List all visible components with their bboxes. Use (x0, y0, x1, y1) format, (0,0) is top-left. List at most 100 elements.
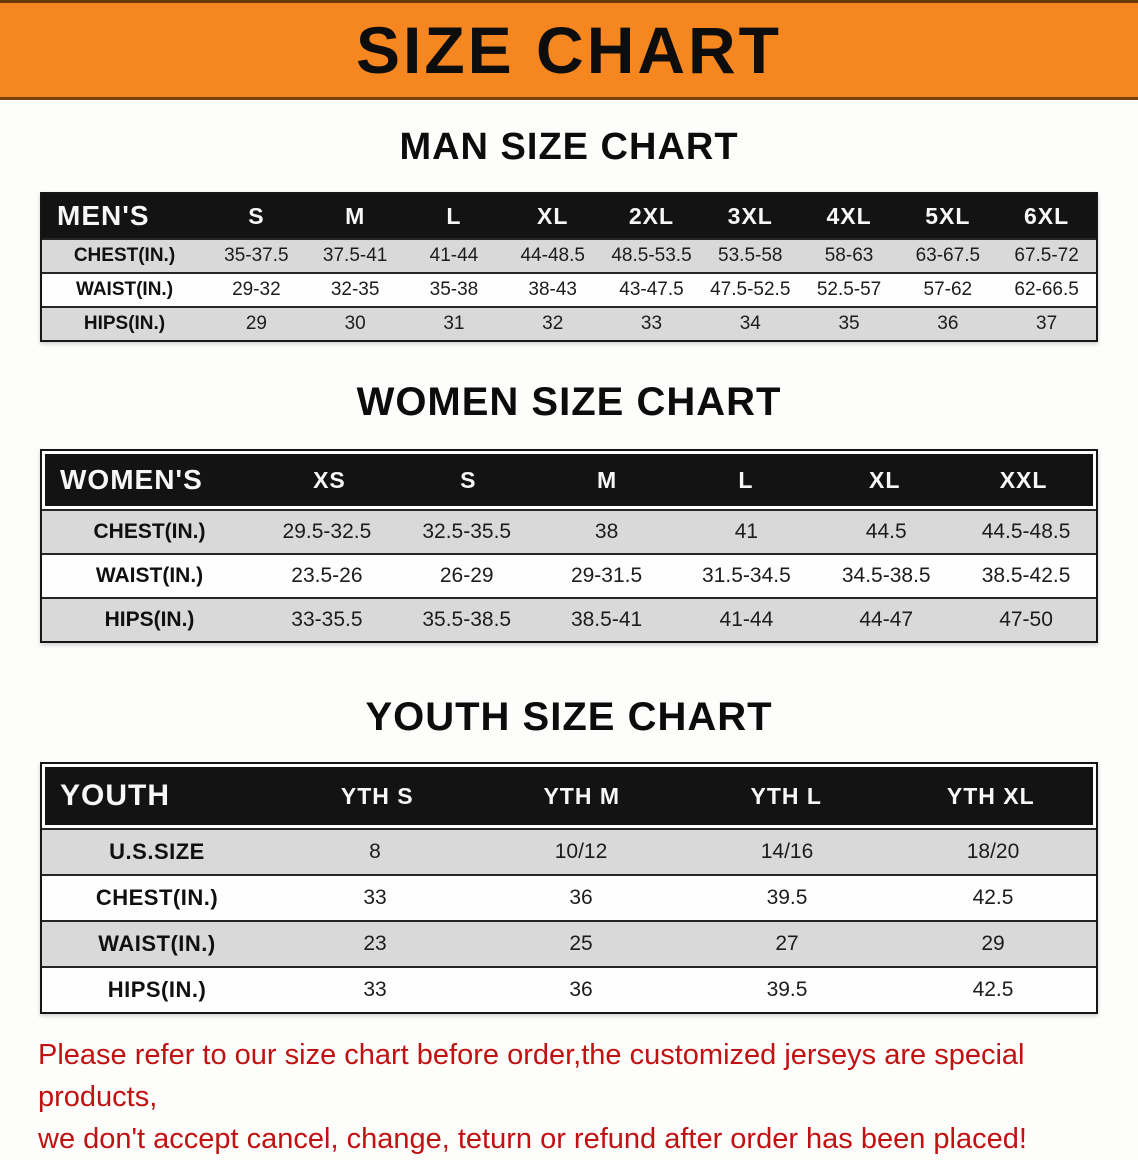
size-chart-sections: MAN SIZE CHART MEN'S S M L XL 2XL 3XL 4XL 5XL 6XL C… (0, 126, 1138, 1014)
size-value-cell: 52.5-57 (816, 279, 882, 300)
size-value-cell: 29.5-32.5 (282, 520, 372, 543)
size-value-cell: 25 (569, 932, 593, 955)
youth-size-header-cell: YTH L (750, 782, 822, 809)
size-value-cell: 33-35.5 (291, 608, 363, 631)
size-value-cell: 33 (640, 313, 663, 334)
men-size-section: MAN SIZE CHART MEN'S S M L XL 2XL 3XL 4XL 5XL 6XL C… (0, 126, 1138, 342)
men-section-heading: MAN SIZE CHART (399, 126, 739, 168)
women-size-header-cell: S (460, 466, 477, 493)
size-value-cell: 32.5-35.5 (422, 520, 512, 543)
men-size-table: MEN'S S M L XL 2XL 3XL 4XL 5XL 6XL CHEST(IN.) 35-37… (40, 192, 1098, 342)
women-table-header-row: WOMEN'S XS S M L XL XXL (45, 454, 1093, 506)
size-value-cell: 31.5-34.5 (702, 564, 791, 587)
row-label-cell: CHEST(IN.) (95, 885, 219, 910)
size-value-cell: 23 (363, 932, 387, 955)
disclaimer-line-2: we don't accept cancel, change, teturn o… (38, 1123, 1027, 1156)
women-size-header-cell: XL (869, 466, 901, 493)
men-table-row: WAIST(IN.) 29-32 32-35 35-38 38-43 43-47.5 47.… (42, 272, 1096, 306)
size-value-cell: 29 (981, 932, 1005, 955)
youth-section-heading: YOUTH SIZE CHART (365, 695, 773, 739)
size-value-cell: 23.5-26 (291, 564, 363, 587)
youth-size-header-cell: YTH S (340, 782, 414, 809)
women-table-title-cell: WOMEN'S (60, 464, 203, 495)
row-label-cell: WAIST(IN.) (95, 564, 204, 587)
men-table-row: CHEST(IN.) 35-37.5 37.5-41 41-44 44-48.5 48.5… (42, 238, 1096, 272)
women-section-heading: WOMEN SIZE CHART (356, 380, 782, 424)
row-label-cell: WAIST(IN.) (75, 279, 174, 300)
women-table-row: WAIST(IN.) 23.5-26 26-29 29-31.5 31.5-34.5 34… (42, 553, 1096, 597)
size-value-cell: 48.5-53.5 (611, 245, 692, 266)
size-value-cell: 26-29 (439, 564, 494, 587)
men-table-header-row: MEN'S S M L XL 2XL 3XL 4XL 5XL 6XL (42, 194, 1096, 238)
men-table-row: HIPS(IN.) 29 30 31 32 33 34 35 36 37 (42, 306, 1096, 340)
size-value-cell: 35.5-38.5 (422, 608, 512, 631)
women-size-section: WOMEN SIZE CHART WOMEN'S XS S M L XL XXL CHEST(I… (0, 380, 1138, 643)
men-size-header-cell: 3XL (727, 202, 773, 229)
size-value-cell: 44-47 (859, 608, 914, 631)
size-value-cell: 33 (363, 978, 387, 1001)
size-value-cell: 67.5-72 (1014, 245, 1079, 266)
women-size-table: WOMEN'S XS S M L XL XXL CHEST(IN.) 29.5-32.5 32.5… (40, 449, 1098, 643)
men-size-header-cell: L (446, 202, 462, 229)
size-value-cell: 44.5-48.5 (981, 520, 1071, 543)
size-value-cell: 18/20 (966, 840, 1020, 863)
size-value-cell: 41-44 (719, 608, 774, 631)
size-value-cell: 29-32 (232, 279, 281, 300)
size-value-cell: 44.5 (865, 520, 907, 543)
youth-size-section: YOUTH SIZE CHART YOUTH YTH S YTH M YTH L YTH … (0, 695, 1138, 1014)
men-table-title-cell: MEN'S (57, 200, 150, 231)
youth-table-row: U.S.SIZE 8 10/12 14/16 18/20 (42, 828, 1096, 874)
size-value-cell: 8 (369, 840, 381, 863)
youth-table-row: HIPS(IN.) 33 36 39.5 42.5 (42, 966, 1096, 1012)
disclaimer-line-1: Please refer to our size chart before or… (38, 1039, 1025, 1114)
size-value-cell: 42.5 (972, 886, 1014, 909)
men-size-header-cell: M (345, 202, 366, 229)
row-label-cell: WAIST(IN.) (98, 931, 216, 956)
banner: SIZE CHART (0, 0, 1138, 100)
size-value-cell: 30 (344, 313, 366, 334)
women-size-header-cell: XXL (999, 466, 1048, 493)
size-value-cell: 47.5-52.5 (710, 279, 791, 300)
size-value-cell: 38 (594, 520, 619, 543)
size-value-cell: 10/12 (554, 840, 608, 863)
men-size-header-cell: 2XL (628, 202, 675, 229)
size-value-cell: 44-48.5 (520, 245, 585, 266)
row-label-cell: HIPS(IN.) (107, 977, 207, 1002)
size-value-cell: 38.5-42.5 (981, 564, 1071, 587)
youth-table-header-row: YOUTH YTH S YTH M YTH L YTH XL (45, 767, 1093, 825)
size-value-cell: 53.5-58 (718, 245, 783, 266)
men-size-header-cell: XL (537, 202, 569, 229)
size-value-cell: 62-66.5 (1014, 279, 1079, 300)
row-label-cell: CHEST(IN.) (73, 245, 176, 266)
size-value-cell: 42.5 (972, 978, 1014, 1001)
men-size-header-cell: 5XL (925, 202, 971, 229)
size-value-cell: 36 (569, 886, 593, 909)
women-size-header-cell: M (596, 466, 618, 493)
women-table-row: HIPS(IN.) 33-35.5 35.5-38.5 38.5-41 41-44 44-… (42, 597, 1096, 641)
size-value-cell: 38-43 (528, 279, 578, 300)
size-value-cell: 35-38 (429, 279, 479, 300)
row-label-cell: HIPS(IN.) (104, 608, 195, 631)
size-value-cell: 41-44 (429, 245, 479, 266)
size-value-cell: 43-47.5 (619, 279, 684, 300)
youth-table-row: CHEST(IN.) 33 36 39.5 42.5 (42, 874, 1096, 920)
row-label-cell: CHEST(IN.) (93, 520, 206, 543)
size-value-cell: 35 (838, 313, 860, 334)
banner-title: SIZE CHART (356, 13, 782, 87)
size-value-cell: 34.5-38.5 (841, 564, 931, 587)
size-value-cell: 31 (443, 313, 465, 334)
size-value-cell: 63-67.5 (915, 245, 981, 266)
size-value-cell: 37.5-41 (322, 245, 388, 266)
size-value-cell: 27 (775, 932, 799, 955)
youth-size-header-cell: YTH XL (946, 782, 1035, 809)
size-value-cell: 39.5 (766, 978, 808, 1001)
size-value-cell: 32-35 (330, 279, 380, 300)
men-size-header-cell: 4XL (826, 202, 872, 229)
size-value-cell: 29 (245, 313, 267, 334)
size-value-cell: 33 (363, 886, 387, 909)
youth-table-title-cell: YOUTH (60, 779, 170, 812)
size-value-cell: 14/16 (760, 840, 814, 863)
men-size-header-cell: 6XL (1024, 202, 1070, 229)
women-size-header-cell: L (738, 466, 754, 493)
